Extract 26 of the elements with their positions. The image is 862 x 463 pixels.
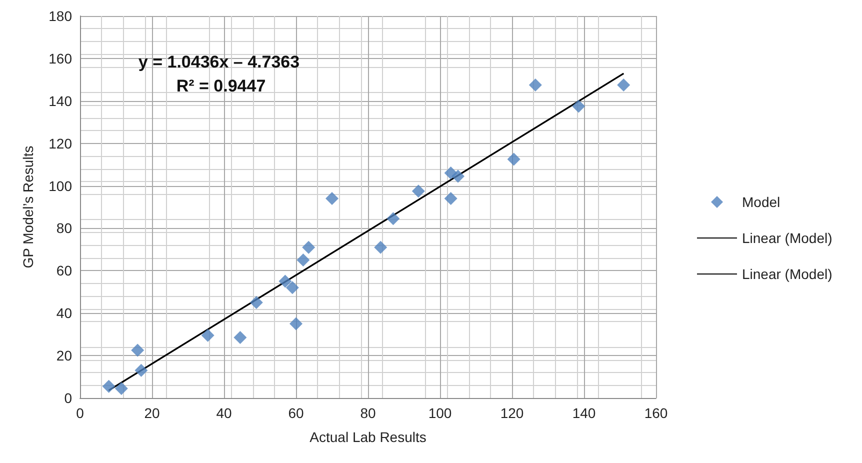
x-tick-label: 120	[500, 405, 524, 421]
legend-label: Linear (Model)	[742, 266, 832, 282]
y-tick-label: 180	[48, 8, 72, 24]
y-axis-title: GP Model’s Results	[20, 146, 36, 268]
y-tick-label: 20	[56, 348, 72, 364]
y-tick-label: 80	[56, 220, 72, 236]
x-tick-label: 0	[76, 405, 84, 421]
legend-label: Model	[742, 194, 780, 210]
x-tick-label: 40	[216, 405, 232, 421]
legend-label: Linear (Model)	[742, 230, 832, 246]
x-tick-label: 160	[644, 405, 668, 421]
y-tick-label: 160	[48, 50, 72, 66]
y-tick-label: 120	[48, 135, 72, 152]
y-tick-label: 40	[56, 305, 72, 322]
x-axis-title: Actual Lab Results	[310, 429, 426, 445]
x-tick-label: 140	[572, 405, 596, 421]
annotation: R² = 0.9447	[176, 76, 266, 96]
x-tick-label: 20	[144, 405, 160, 421]
y-tick-label: 100	[48, 178, 72, 194]
annotation: y = 1.0436x – 4.7363	[138, 52, 300, 72]
x-tick-label: 80	[360, 405, 376, 421]
y-tick-label: 60	[56, 262, 72, 279]
y-tick-label: 140	[48, 92, 72, 109]
x-tick-label: 60	[288, 405, 304, 421]
x-tick-label: 100	[428, 405, 452, 421]
y-tick-label: 0	[64, 390, 72, 406]
